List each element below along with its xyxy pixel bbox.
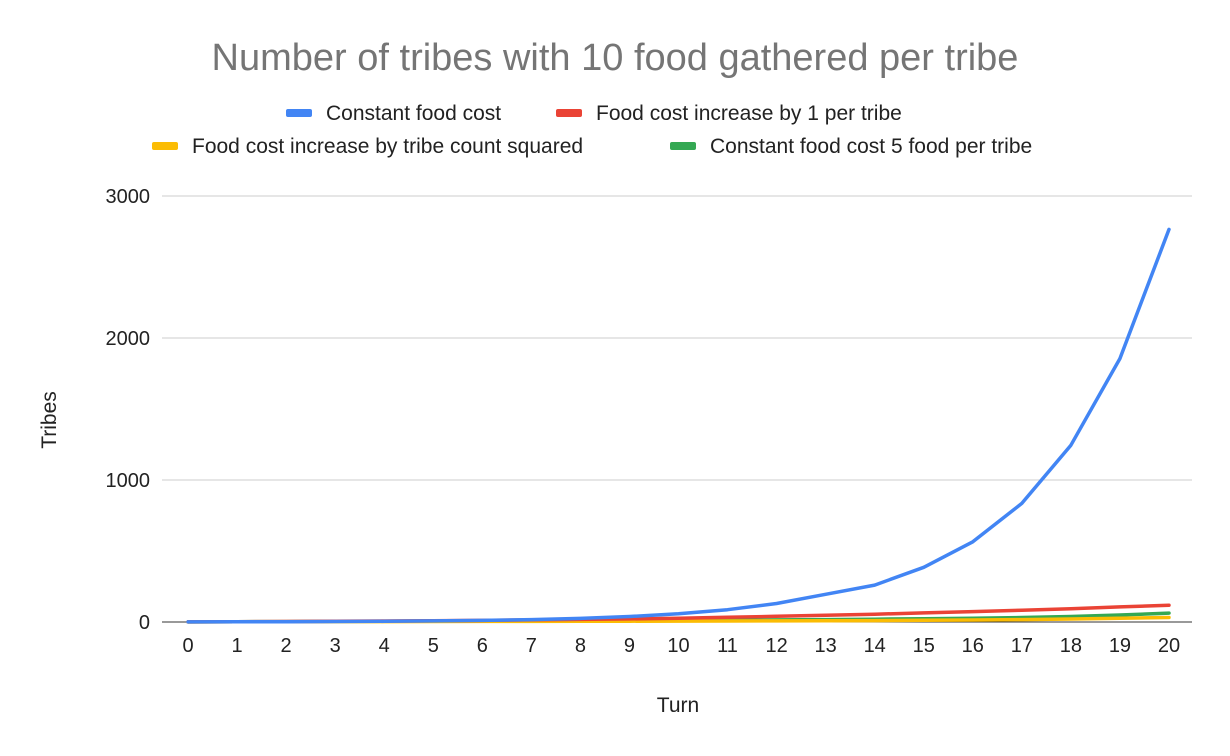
legend-item-1: Constant food cost bbox=[286, 102, 501, 125]
x-tick-label: 7 bbox=[526, 635, 537, 657]
x-tick-label: 3 bbox=[330, 635, 341, 657]
chart-title: Number of tribes with 10 food gathered p… bbox=[212, 37, 1019, 79]
legend-label: Constant food cost bbox=[326, 102, 501, 125]
x-tick-label: 0 bbox=[182, 635, 193, 657]
x-tick-label: 8 bbox=[575, 635, 586, 657]
x-tick-label: 17 bbox=[1011, 635, 1033, 657]
y-axis-ticks: 0 1000 2000 3000 bbox=[106, 186, 151, 634]
x-tick-label: 10 bbox=[667, 635, 689, 657]
gridlines bbox=[162, 195, 1192, 623]
x-axis-ticks: 0 1 2 3 4 5 6 7 8 9 10 11 12 13 14 15 16 17 18 19 20 bbox=[182, 635, 1180, 657]
x-tick-label: 1 bbox=[231, 635, 242, 657]
legend-item-3: Food cost increase by tribe count square… bbox=[152, 135, 583, 158]
x-tick-label: 11 bbox=[717, 635, 738, 657]
x-tick-label: 2 bbox=[281, 635, 292, 657]
legend: Constant food cost Food cost increase by … bbox=[152, 102, 1032, 158]
series-line-1 bbox=[186, 227, 1171, 624]
legend-item-4: Constant food cost 5 food per tribe bbox=[670, 135, 1032, 158]
x-tick-label: 15 bbox=[913, 635, 935, 657]
y-tick-label: 2000 bbox=[106, 328, 151, 350]
x-tick-label: 12 bbox=[765, 635, 787, 657]
legend-label: Constant food cost 5 food per tribe bbox=[710, 135, 1032, 158]
legend-item-2: Food cost increase by 1 per tribe bbox=[556, 102, 902, 125]
series-lines bbox=[186, 227, 1171, 624]
y-tick-label: 1000 bbox=[106, 470, 151, 492]
x-tick-label: 9 bbox=[624, 635, 635, 657]
y-tick-label: 3000 bbox=[106, 186, 151, 208]
x-tick-label: 19 bbox=[1109, 635, 1131, 657]
legend-swatch bbox=[670, 142, 696, 150]
x-tick-label: 18 bbox=[1060, 635, 1082, 657]
x-tick-label: 5 bbox=[428, 635, 439, 657]
legend-label: Food cost increase by 1 per tribe bbox=[596, 102, 902, 125]
x-tick-label: 16 bbox=[962, 635, 984, 657]
x-tick-label: 6 bbox=[477, 635, 488, 657]
legend-swatch bbox=[286, 109, 312, 117]
y-axis-title: Tribes bbox=[38, 391, 61, 449]
x-axis-title: Turn bbox=[657, 694, 699, 717]
x-tick-label: 4 bbox=[379, 635, 390, 657]
x-tick-label: 14 bbox=[864, 635, 886, 657]
x-tick-label: 13 bbox=[815, 635, 837, 657]
legend-label: Food cost increase by tribe count square… bbox=[192, 135, 583, 158]
y-tick-label: 0 bbox=[139, 612, 150, 634]
legend-swatch bbox=[152, 142, 178, 150]
x-tick-label: 20 bbox=[1158, 635, 1180, 657]
legend-swatch bbox=[556, 109, 582, 117]
